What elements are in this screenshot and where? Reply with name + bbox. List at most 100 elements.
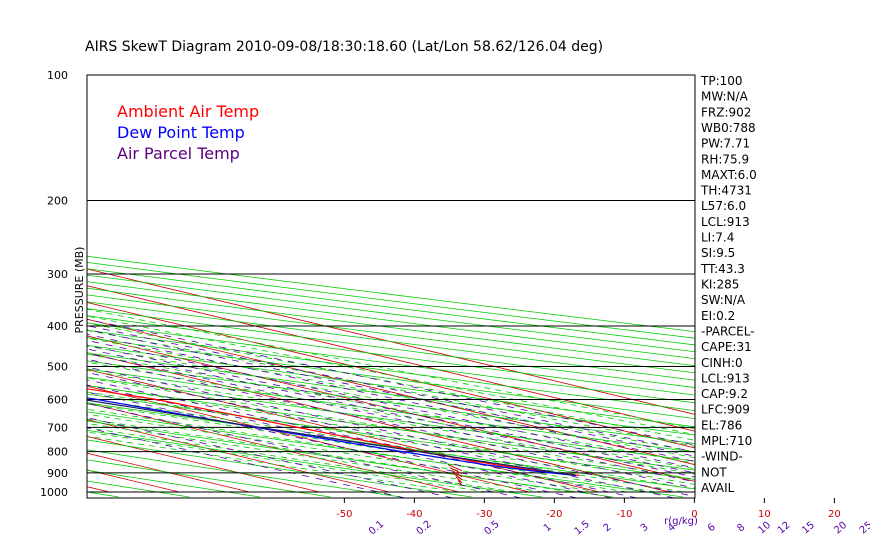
index-entry: RH:75.9 — [701, 152, 749, 166]
index-entry: FRZ:902 — [701, 105, 751, 119]
mixing-ratio-line — [87, 366, 695, 497]
dry-adiabat-line — [87, 376, 695, 462]
dry-adiabat-line — [87, 393, 695, 480]
mixing-ratio-label: 15 — [800, 520, 817, 537]
dry-adiabat-line — [87, 281, 695, 360]
bottom-tick-label: -40 — [406, 509, 422, 520]
bottom-tick-label: -20 — [546, 509, 562, 520]
index-entry: TH:4731 — [700, 184, 752, 198]
moist-adiabat-line — [87, 391, 695, 490]
mixing-ratio-label: 4 — [666, 522, 678, 535]
mixing-ratio-label: 0.2 — [415, 519, 434, 538]
wind-hatch-mark — [453, 473, 463, 481]
wind-hatch-mark — [447, 464, 463, 472]
mixing-ratio-line — [87, 379, 640, 498]
legend-entry: Air Parcel Temp — [117, 144, 240, 163]
moist-adiabat-line — [87, 329, 695, 447]
mixing-ratio-label: 3 — [639, 522, 651, 535]
bottom-temp-axis: -50-40-30-20-100102030T(C) — [336, 498, 841, 520]
isotherm-line — [87, 335, 695, 482]
series-line — [87, 388, 580, 477]
index-entry: LFC:909 — [701, 403, 750, 417]
dry-adiabat-line — [0, 71, 48, 497]
dry-adiabat-line — [87, 262, 695, 339]
index-entry: KI:285 — [701, 278, 739, 292]
pressure-tick-label: 200 — [47, 195, 68, 208]
wind-hatch-mark — [449, 467, 463, 475]
moist-adiabat-line — [87, 308, 695, 430]
mixing-ratio-label: 8 — [735, 522, 747, 535]
mixing-ratio-label: 25 — [858, 520, 870, 537]
moist-adiabat-line — [87, 418, 572, 493]
mixing-ratio-label: 1.5 — [573, 519, 592, 538]
moist-adiabat-line — [87, 413, 600, 493]
mixing-ratio-unit: r(g/kg) — [664, 516, 698, 527]
isotherm-line — [87, 302, 695, 449]
index-entry: AVAIL — [701, 481, 735, 495]
bottom-tick-label: -30 — [476, 509, 492, 520]
moist-adiabat-line — [87, 315, 695, 435]
chart-title: AIRS SkewT Diagram 2010-09-08/18:30:18.6… — [85, 39, 603, 55]
mixing-ratio-label: 10 — [756, 520, 773, 537]
index-entry: LI:7.4 — [701, 231, 734, 245]
mixing-ratio-line — [87, 348, 695, 478]
legend-entry: Dew Point Temp — [117, 123, 245, 142]
plot-area — [0, 71, 695, 498]
wind-hatch-mark — [457, 479, 463, 486]
index-entry: SI:9.5 — [701, 246, 735, 260]
mixing-ratio-line — [87, 358, 695, 489]
dry-adiabat-line — [87, 402, 695, 490]
bottom-tick-label: 10 — [758, 509, 771, 520]
bottom-tick-label: 20 — [828, 509, 841, 520]
isotherm-line — [0, 75, 39, 492]
pressure-tick-label: 300 — [47, 268, 68, 281]
series-line — [87, 399, 576, 477]
isotherm-line — [87, 369, 600, 493]
legend-entry: Ambient Air Temp — [117, 102, 259, 121]
index-entry: WB0:788 — [701, 121, 756, 135]
bottom-tick-label: -50 — [336, 509, 352, 520]
index-entry: CINH:0 — [701, 356, 743, 370]
index-entry: TT:43.3 — [700, 262, 745, 276]
legend: Ambient Air Temp Dew Point Temp Air Parcel… — [117, 102, 259, 163]
index-entry: MW:N/A — [701, 90, 749, 104]
index-entry: CAPE:31 — [701, 340, 752, 354]
mixing-ratio-line — [87, 384, 614, 498]
pressure-tick-label: 100 — [47, 69, 68, 82]
isotherm-line — [87, 385, 530, 493]
dry-adiabat-line — [87, 385, 695, 471]
pressure-axis: 100 200 300 400 500 600 700 800 900 1000 — [40, 69, 68, 499]
bottom-tick-label: -10 — [616, 509, 632, 520]
wind-hatch-mark — [451, 470, 463, 478]
index-entry: -WIND- — [701, 450, 743, 464]
dry-adiabat-line — [87, 344, 695, 428]
mixing-ratio-label: 6 — [706, 522, 718, 535]
index-entry: CAP:9.2 — [701, 387, 748, 401]
mixing-ratio-line — [87, 329, 695, 457]
dry-adiabat-line — [87, 420, 613, 498]
index-entry: NOT — [701, 465, 727, 479]
dry-adiabat-line — [87, 411, 684, 498]
index-entry: SW:N/A — [701, 293, 746, 307]
index-entry: TP:100 — [700, 74, 743, 88]
index-entry: LCL:913 — [701, 371, 750, 385]
series-line — [87, 397, 576, 477]
mixing-ratio-line — [87, 353, 695, 483]
mixing-ratio-label: 20 — [832, 520, 849, 537]
index-entry: EL:786 — [701, 418, 742, 432]
y-axis-label: PRESSURE (MB) — [73, 247, 86, 334]
mixing-ratio-label: 0.5 — [482, 519, 501, 538]
index-entry: -PARCEL- — [701, 324, 755, 338]
moist-adiabat-line — [87, 345, 695, 459]
isotherm-line — [87, 352, 670, 493]
moist-adiabat-line — [87, 353, 695, 464]
mixing-ratio-line — [87, 340, 695, 469]
pressure-tick-label: 600 — [47, 393, 68, 406]
pressure-tick-label: 400 — [47, 320, 68, 333]
pressure-tick-label: 800 — [47, 446, 68, 459]
pressure-tick-label: 500 — [47, 360, 68, 373]
dry-adiabat-line — [87, 255, 695, 333]
mixing-ratio-line — [87, 344, 695, 474]
